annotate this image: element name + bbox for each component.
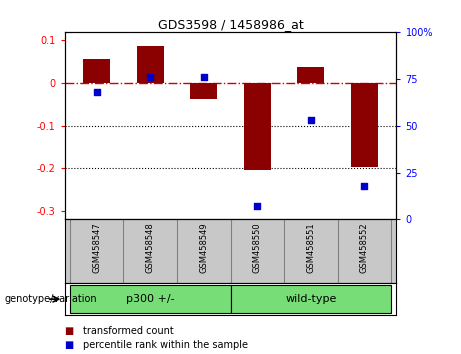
Text: GSM458552: GSM458552 — [360, 223, 369, 273]
Text: GSM458547: GSM458547 — [92, 223, 101, 273]
Text: transformed count: transformed count — [83, 326, 174, 336]
Text: wild-type: wild-type — [285, 294, 337, 304]
Text: GSM458550: GSM458550 — [253, 223, 262, 273]
Text: p300 +/-: p300 +/- — [126, 294, 175, 304]
Text: genotype/variation: genotype/variation — [5, 294, 97, 304]
Bar — [83, 59, 110, 83]
Bar — [190, 83, 217, 99]
Point — [200, 74, 207, 80]
Text: ■: ■ — [65, 326, 74, 336]
Title: GDS3598 / 1458986_at: GDS3598 / 1458986_at — [158, 18, 303, 31]
FancyBboxPatch shape — [230, 285, 391, 314]
Bar — [244, 83, 271, 170]
Text: GSM458551: GSM458551 — [306, 223, 315, 273]
Text: ■: ■ — [65, 340, 74, 350]
Text: GSM458548: GSM458548 — [146, 223, 155, 273]
Bar — [297, 67, 324, 83]
Point — [361, 183, 368, 189]
Point — [307, 117, 314, 123]
Text: GSM458549: GSM458549 — [199, 223, 208, 273]
Point — [147, 74, 154, 80]
FancyBboxPatch shape — [70, 285, 230, 314]
Bar — [351, 83, 378, 167]
Point — [254, 204, 261, 209]
Bar — [137, 46, 164, 83]
Text: percentile rank within the sample: percentile rank within the sample — [83, 340, 248, 350]
Point — [93, 89, 100, 95]
